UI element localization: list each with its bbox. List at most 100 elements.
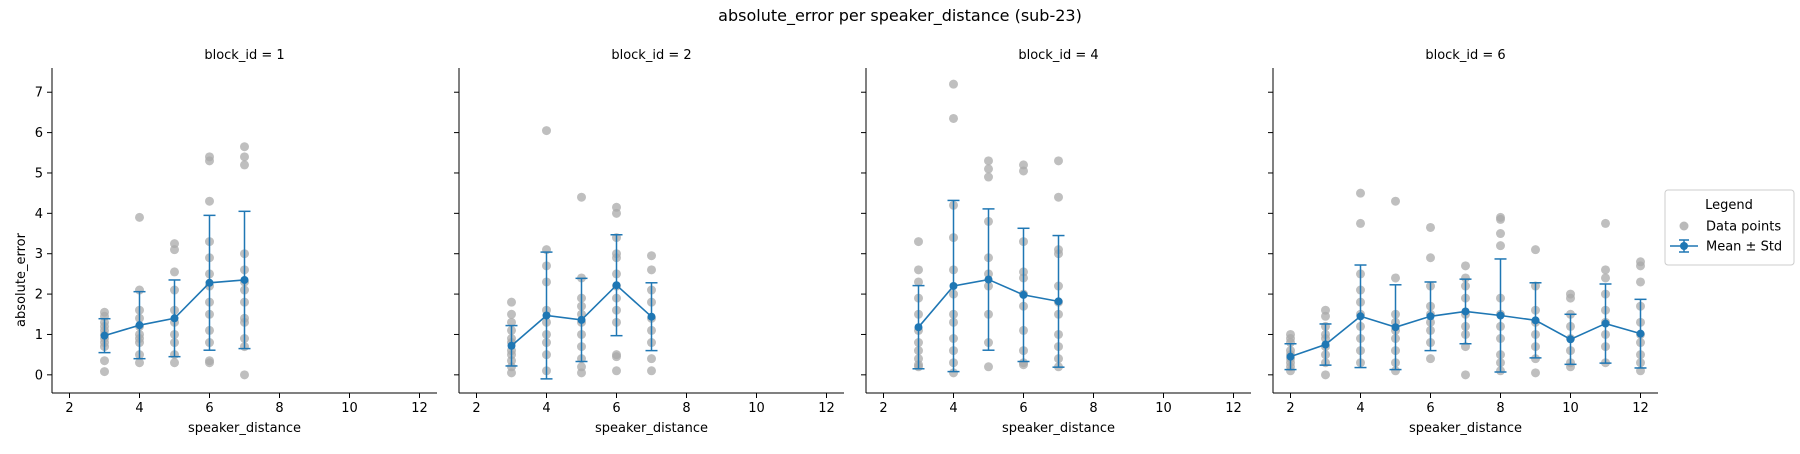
x-tick-label: 2 xyxy=(1286,401,1294,416)
data-point xyxy=(647,251,656,261)
data-point xyxy=(949,368,958,378)
x-tick-label: 6 xyxy=(205,401,213,416)
mean-marker xyxy=(1286,352,1295,361)
data-point xyxy=(1356,188,1365,198)
legend-mean-marker xyxy=(1680,242,1688,250)
data-point xyxy=(1601,265,1610,275)
panel-title: block_id = 2 xyxy=(611,48,691,63)
data-point xyxy=(1321,370,1330,380)
mean-marker xyxy=(1461,307,1470,316)
data-point xyxy=(1391,273,1400,283)
x-tick-label: 4 xyxy=(949,401,957,416)
legend-title: Legend xyxy=(1705,198,1753,213)
data-point xyxy=(914,237,923,247)
x-axis-label: speaker_distance xyxy=(1409,421,1522,436)
mean-marker xyxy=(1601,319,1610,328)
data-point xyxy=(984,156,993,166)
x-tick-label: 12 xyxy=(1632,401,1649,416)
mean-marker xyxy=(1391,323,1400,332)
y-tick-label: 6 xyxy=(35,126,43,141)
data-point xyxy=(1461,273,1470,283)
mean-marker xyxy=(205,278,214,287)
data-point xyxy=(1531,368,1540,378)
x-tick-label: 8 xyxy=(275,401,283,416)
data-point xyxy=(170,245,179,255)
mean-marker xyxy=(647,312,656,321)
mean-marker xyxy=(240,275,249,284)
mean-marker xyxy=(984,275,993,284)
mean-marker xyxy=(949,282,958,291)
panel-2: block_id = 2 2 4 6 8 10 12 speaker_distance xyxy=(454,48,844,436)
data-point xyxy=(984,164,993,174)
panels: block_id = 12 4 6 8 10 1201234567speaker_dist… xyxy=(35,48,1658,436)
data-point xyxy=(507,317,516,327)
x-tick-label: 8 xyxy=(1089,401,1097,416)
x-tick-label: 4 xyxy=(1356,401,1364,416)
data-point xyxy=(240,152,249,162)
data-point xyxy=(984,362,993,372)
mean-marker xyxy=(1496,311,1505,320)
x-tick-label: 6 xyxy=(1019,401,1027,416)
data-point xyxy=(949,79,958,89)
data-point xyxy=(984,172,993,182)
panel-4: block_id = 6 2 4 6 8 10 12 speaker_distance xyxy=(1268,48,1658,436)
data-point xyxy=(577,368,586,378)
data-point xyxy=(914,277,923,287)
panel-3: block_id = 4 2 4 6 8 10 12 speaker_distance xyxy=(861,48,1251,436)
figure-suptitle: absolute_error per speaker_distance (sub… xyxy=(718,6,1082,26)
mean-marker xyxy=(914,323,923,332)
data-point xyxy=(1636,277,1645,287)
data-point xyxy=(1426,253,1435,263)
data-point xyxy=(240,370,249,380)
x-axis-label: speaker_distance xyxy=(1002,421,1115,436)
data-point xyxy=(1496,214,1505,224)
mean-marker xyxy=(1566,335,1575,344)
mean-marker xyxy=(100,331,109,340)
x-tick-label: 12 xyxy=(411,401,428,416)
data-point xyxy=(647,265,656,275)
data-point xyxy=(1054,192,1063,202)
y-axis-label: absolute_error xyxy=(14,232,29,327)
y-tick-label: 4 xyxy=(35,207,43,222)
mean-marker xyxy=(1636,329,1645,338)
data-point xyxy=(205,156,214,166)
panel-title: block_id = 4 xyxy=(1018,48,1098,63)
data-point xyxy=(170,267,179,277)
data-point xyxy=(1426,222,1435,232)
data-point xyxy=(507,368,516,378)
mean-marker xyxy=(542,311,551,320)
mean-marker xyxy=(1531,316,1540,325)
x-tick-label: 2 xyxy=(879,401,887,416)
data-point xyxy=(1019,166,1028,176)
legend-points-marker xyxy=(1679,221,1689,231)
x-tick-label: 2 xyxy=(65,401,73,416)
x-tick-label: 10 xyxy=(748,401,765,416)
y-tick-label: 3 xyxy=(35,247,43,262)
y-tick-label: 1 xyxy=(35,328,43,343)
data-point xyxy=(170,358,179,368)
mean-marker xyxy=(507,341,516,350)
data-point xyxy=(1321,311,1330,321)
x-tick-label: 4 xyxy=(135,401,143,416)
data-point xyxy=(100,367,109,377)
x-axis-label: speaker_distance xyxy=(188,421,301,436)
data-point xyxy=(612,208,621,218)
mean-marker xyxy=(135,321,144,330)
data-point xyxy=(1636,261,1645,271)
mean-marker xyxy=(170,314,179,323)
x-tick-label: 10 xyxy=(1562,401,1579,416)
data-point xyxy=(914,265,923,275)
panel-title: block_id = 1 xyxy=(204,48,284,63)
legend-mean-label: Mean ± Std xyxy=(1706,240,1782,255)
mean-marker xyxy=(1426,312,1435,321)
data-point xyxy=(240,142,249,152)
data-point xyxy=(949,113,958,123)
legend: Legend Data points Mean ± Std xyxy=(1664,189,1795,266)
data-point xyxy=(577,192,586,202)
data-point xyxy=(100,356,109,366)
mean-marker xyxy=(1054,297,1063,306)
data-point xyxy=(205,358,214,368)
y-tick-label: 7 xyxy=(35,86,43,101)
